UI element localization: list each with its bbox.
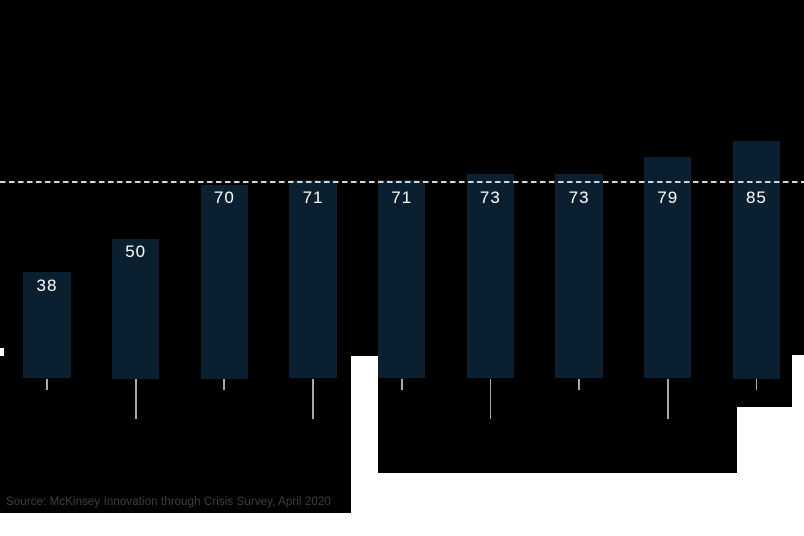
bar-value-label: 85 bbox=[745, 188, 767, 207]
bar-value-label: 71 bbox=[302, 188, 324, 207]
white-artifact-region bbox=[351, 355, 378, 536]
bar bbox=[466, 174, 515, 379]
bar-value-label: 79 bbox=[657, 188, 679, 207]
bar-value-label: 38 bbox=[36, 275, 58, 295]
category-leader-tick bbox=[666, 379, 669, 420]
white-artifact-region bbox=[0, 348, 4, 356]
category-leader-tick bbox=[223, 379, 226, 391]
bar bbox=[23, 272, 71, 379]
white-artifact-region bbox=[0, 512, 379, 536]
bar bbox=[378, 179, 426, 379]
white-artifact-region bbox=[736, 407, 804, 536]
source-caption: Source: McKinsey Innovation through Cris… bbox=[6, 496, 331, 508]
bar bbox=[200, 184, 249, 379]
bar-value-label: 50 bbox=[125, 242, 147, 261]
bar-value-label: 71 bbox=[391, 188, 413, 207]
bar bbox=[644, 157, 692, 379]
bar-value-label: 73 bbox=[568, 188, 590, 207]
bar bbox=[289, 179, 337, 379]
bar bbox=[732, 140, 781, 379]
benchmark-dashed-line bbox=[0, 181, 804, 183]
white-artifact-region bbox=[378, 473, 737, 536]
category-leader-tick bbox=[755, 379, 758, 391]
bar-value-label: 73 bbox=[479, 188, 501, 207]
bar bbox=[111, 238, 160, 379]
category-leader-tick bbox=[400, 379, 403, 391]
category-leader-tick bbox=[46, 379, 48, 391]
bar-value-label: 70 bbox=[213, 188, 235, 207]
category-leader-tick bbox=[312, 379, 314, 420]
category-leader-tick bbox=[578, 379, 580, 391]
category-leader-tick bbox=[134, 379, 137, 420]
category-leader-tick bbox=[489, 379, 492, 420]
bar bbox=[555, 174, 603, 379]
